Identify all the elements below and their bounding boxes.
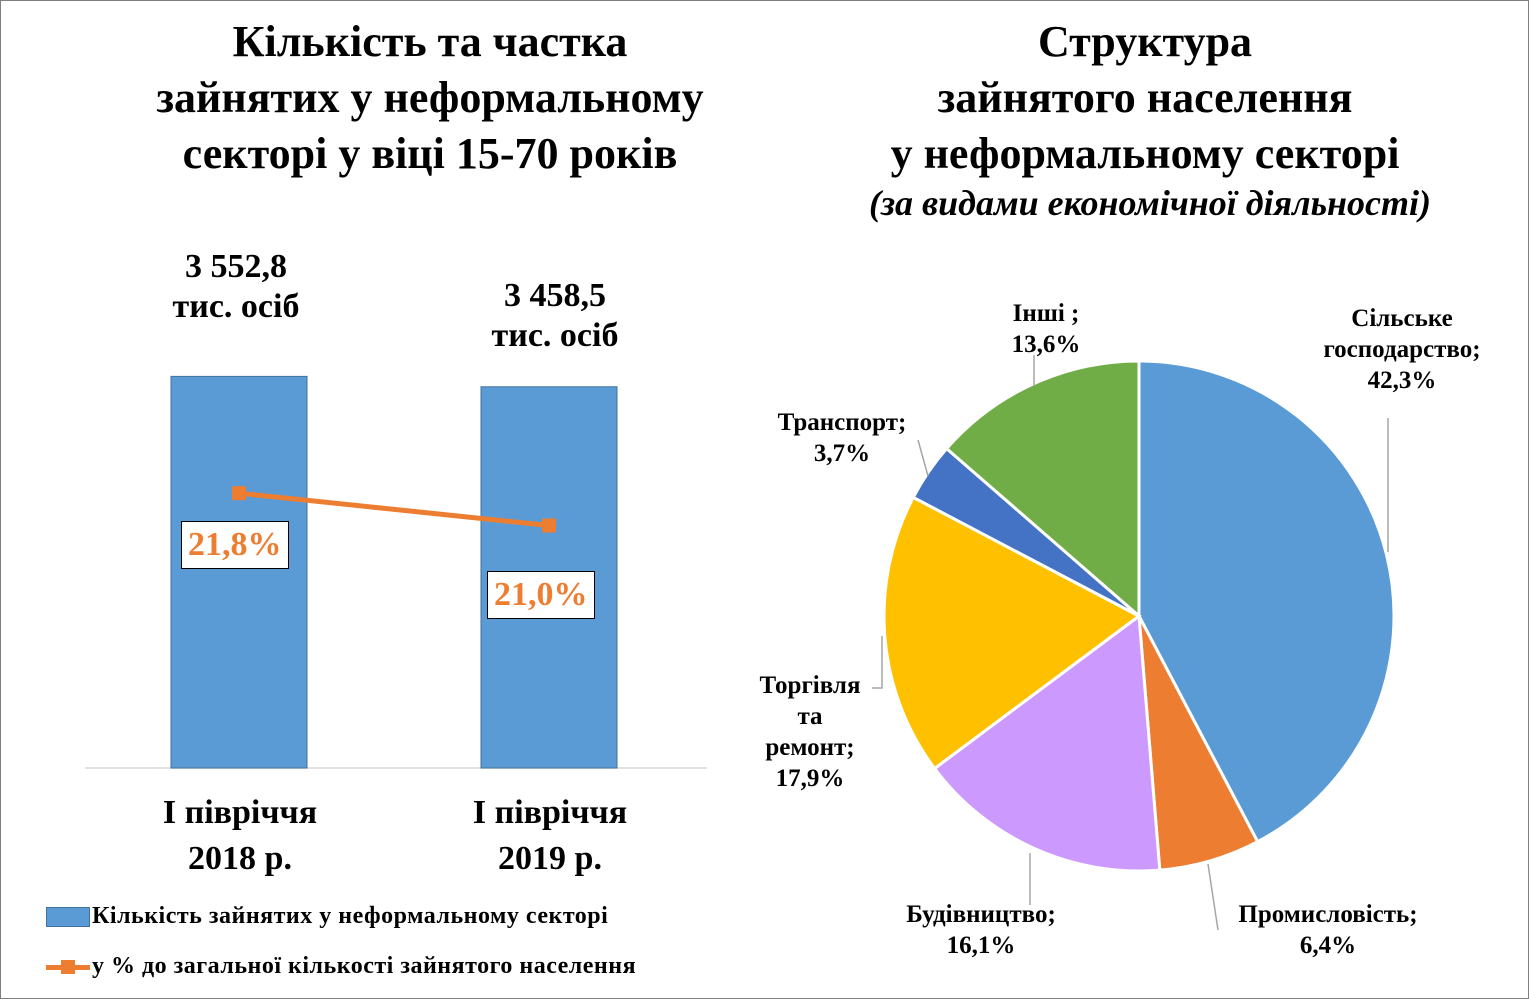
pie-chart-subtitle: (за видами економічної діяльності) <box>869 183 1431 223</box>
pie-label-agriculture: Сільське господарство; 42,3% <box>1323 305 1481 394</box>
pie-label-industry: Промисловість; 6,4% <box>1238 901 1418 959</box>
legend-item-line: у % до загальної кількості зайнятого нас… <box>46 953 636 980</box>
bar-chart-title: Кількість та частка зайнятих у неформаль… <box>60 14 800 182</box>
legend-line-swatch <box>46 957 90 977</box>
line-value-label-2019: 21,0% <box>487 571 595 619</box>
pie-slice-agriculture <box>1137 359 1396 844</box>
bar-value-label-2018: 3 552,8 тис. осіб <box>172 248 300 325</box>
line-marker-1 <box>542 518 556 533</box>
pie-slice-construction <box>932 613 1162 873</box>
pie-chart-title-line: Структура <box>1037 17 1253 66</box>
bar-value-label-2019: 3 458,5 тис. осіб <box>491 277 619 354</box>
legend-item-bar: Кількість зайнятих у неформальному секто… <box>46 903 608 930</box>
bar-0 <box>170 375 308 769</box>
pie-label-trade: Торгівля та ремонт; 17,9% <box>759 672 861 792</box>
line-marker-0 <box>232 486 246 501</box>
legend-line-label: у % до загальної кількості зайнятого нас… <box>92 953 637 979</box>
legend-bar-label: Кількість зайнятих у неформальному секто… <box>92 903 609 929</box>
bar-chart-title-line: Кількість та частка <box>232 17 628 66</box>
pie-label-transport: Транспорт; 3,7% <box>777 409 907 467</box>
legend-bar-swatch <box>46 906 90 927</box>
pie-chart-title-line: у неформальному секторі <box>890 129 1400 178</box>
x-axis-tick-label-2019: І півріччя 2019 р. <box>472 794 628 877</box>
line-value-label-2018: 21,8% <box>181 521 289 569</box>
pie-chart-title-line: зайнятого населення <box>937 73 1353 122</box>
pie-leader-line-transport <box>917 439 929 477</box>
x-axis-tick-label-2018: І півріччя 2018 р. <box>162 794 318 877</box>
bar-chart-title-line: секторі у віці 15-70 років <box>182 129 678 178</box>
pie-chart-title: Структура зайнятого населення у неформал… <box>760 14 1529 182</box>
bar-chart-title-line: зайнятих у неформальному <box>156 73 704 122</box>
pie-slice-trade <box>882 495 1142 771</box>
pie-leader-line-industry <box>1207 863 1219 931</box>
pie-label-construction: Будівництво; 16,1% <box>906 901 1056 959</box>
line-series-share <box>238 490 550 528</box>
pie-leader-line-trade <box>872 636 883 689</box>
pie-label-other: Інші ; 13,6% <box>1011 300 1081 358</box>
